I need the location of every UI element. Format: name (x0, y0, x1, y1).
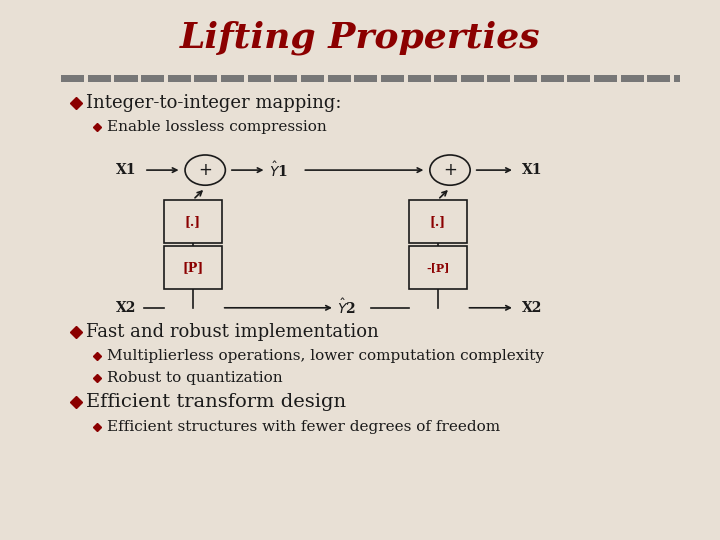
Bar (461, 75, 484, 82)
Text: Enable lossless compression: Enable lossless compression (107, 120, 326, 134)
Bar (674, 75, 680, 82)
Bar (301, 75, 324, 82)
Bar (647, 75, 670, 82)
Bar (168, 75, 191, 82)
Text: Efficient transform design: Efficient transform design (86, 393, 346, 411)
Text: $\hat{Y}$2: $\hat{Y}$2 (337, 298, 356, 318)
Bar (354, 75, 377, 82)
Text: X2: X2 (116, 301, 136, 315)
Bar (274, 75, 297, 82)
Bar (487, 75, 510, 82)
Text: Robust to quantization: Robust to quantization (107, 371, 282, 385)
Bar (514, 75, 537, 82)
Text: X1: X1 (116, 163, 136, 177)
Bar (567, 75, 590, 82)
FancyBboxPatch shape (409, 246, 467, 289)
Bar (114, 75, 138, 82)
Bar (221, 75, 244, 82)
FancyBboxPatch shape (164, 200, 222, 243)
Text: [.]: [.] (430, 215, 446, 228)
Bar (194, 75, 217, 82)
Text: -[P]: -[P] (426, 262, 449, 273)
FancyBboxPatch shape (409, 200, 467, 243)
Text: [.]: [.] (185, 215, 201, 228)
Text: Lifting Properties: Lifting Properties (180, 21, 540, 55)
Text: X1: X1 (522, 163, 542, 177)
Text: +: + (198, 161, 212, 179)
FancyBboxPatch shape (164, 246, 222, 289)
Bar (381, 75, 404, 82)
Bar (594, 75, 617, 82)
Bar (541, 75, 564, 82)
Text: Fast and robust implementation: Fast and robust implementation (86, 323, 379, 341)
Text: Integer-to-integer mapping:: Integer-to-integer mapping: (86, 93, 342, 112)
Text: Efficient structures with fewer degrees of freedom: Efficient structures with fewer degrees … (107, 420, 500, 434)
Bar (248, 75, 271, 82)
Bar (408, 75, 431, 82)
Bar (434, 75, 457, 82)
Text: [P]: [P] (182, 261, 204, 274)
Text: $\hat{Y}$1: $\hat{Y}$1 (269, 160, 287, 180)
Text: +: + (443, 161, 457, 179)
Bar (328, 75, 351, 82)
Bar (61, 75, 84, 82)
Bar (621, 75, 644, 82)
Bar (88, 75, 111, 82)
Text: X2: X2 (522, 301, 542, 315)
Text: Multiplierless operations, lower computation complexity: Multiplierless operations, lower computa… (107, 349, 544, 363)
Bar (141, 75, 164, 82)
